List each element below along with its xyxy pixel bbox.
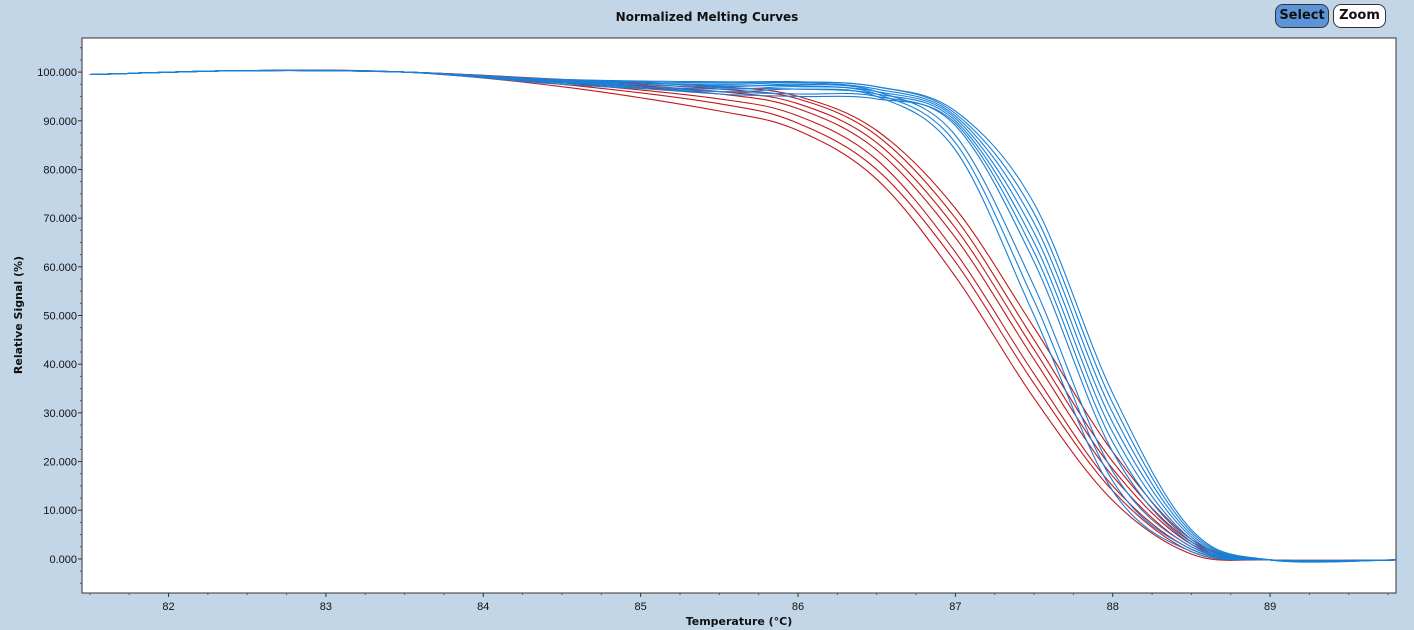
y-tick-label: 100.000 xyxy=(37,67,77,79)
y-tick-label: 90.000 xyxy=(43,116,77,128)
x-tick-label: 83 xyxy=(320,601,332,613)
zoom-button[interactable]: Zoom xyxy=(1333,4,1386,28)
x-tick-label: 85 xyxy=(635,601,647,613)
y-tick-label: 20.000 xyxy=(43,457,77,469)
x-axis-label: Temperature (°C) xyxy=(686,615,793,628)
select-button[interactable]: Select xyxy=(1275,4,1329,28)
y-tick-label: 30.000 xyxy=(43,408,77,420)
x-tick-label: 88 xyxy=(1107,601,1119,613)
y-tick-label: 60.000 xyxy=(43,262,77,274)
y-tick-label: 40.000 xyxy=(43,359,77,371)
y-tick-label: 50.000 xyxy=(43,311,77,323)
x-tick-label: 84 xyxy=(477,601,489,613)
y-tick-label: 80.000 xyxy=(43,164,77,176)
chart-title: Normalized Melting Curves xyxy=(615,10,799,24)
x-tick-label: 86 xyxy=(792,601,804,613)
y-tick-label: 70.000 xyxy=(43,213,77,225)
y-axis: 0.000 10.000 20.000 30.000 40.000 50.000 60.00… xyxy=(37,47,82,584)
y-tick-label: 10.000 xyxy=(43,505,77,517)
curves-layer xyxy=(89,69,1397,563)
curve-blue xyxy=(89,69,1397,563)
plot-area[interactable] xyxy=(81,37,1397,594)
y-axis-label: Relative Signal (%) xyxy=(12,256,25,374)
x-tick-label: 82 xyxy=(162,601,174,613)
x-axis: 82 83 84 85 86 87 88 89 xyxy=(89,593,1389,613)
x-tick-label: 87 xyxy=(949,601,961,613)
y-tick-label: 0.000 xyxy=(49,554,77,566)
x-tick-label: 89 xyxy=(1264,601,1276,613)
